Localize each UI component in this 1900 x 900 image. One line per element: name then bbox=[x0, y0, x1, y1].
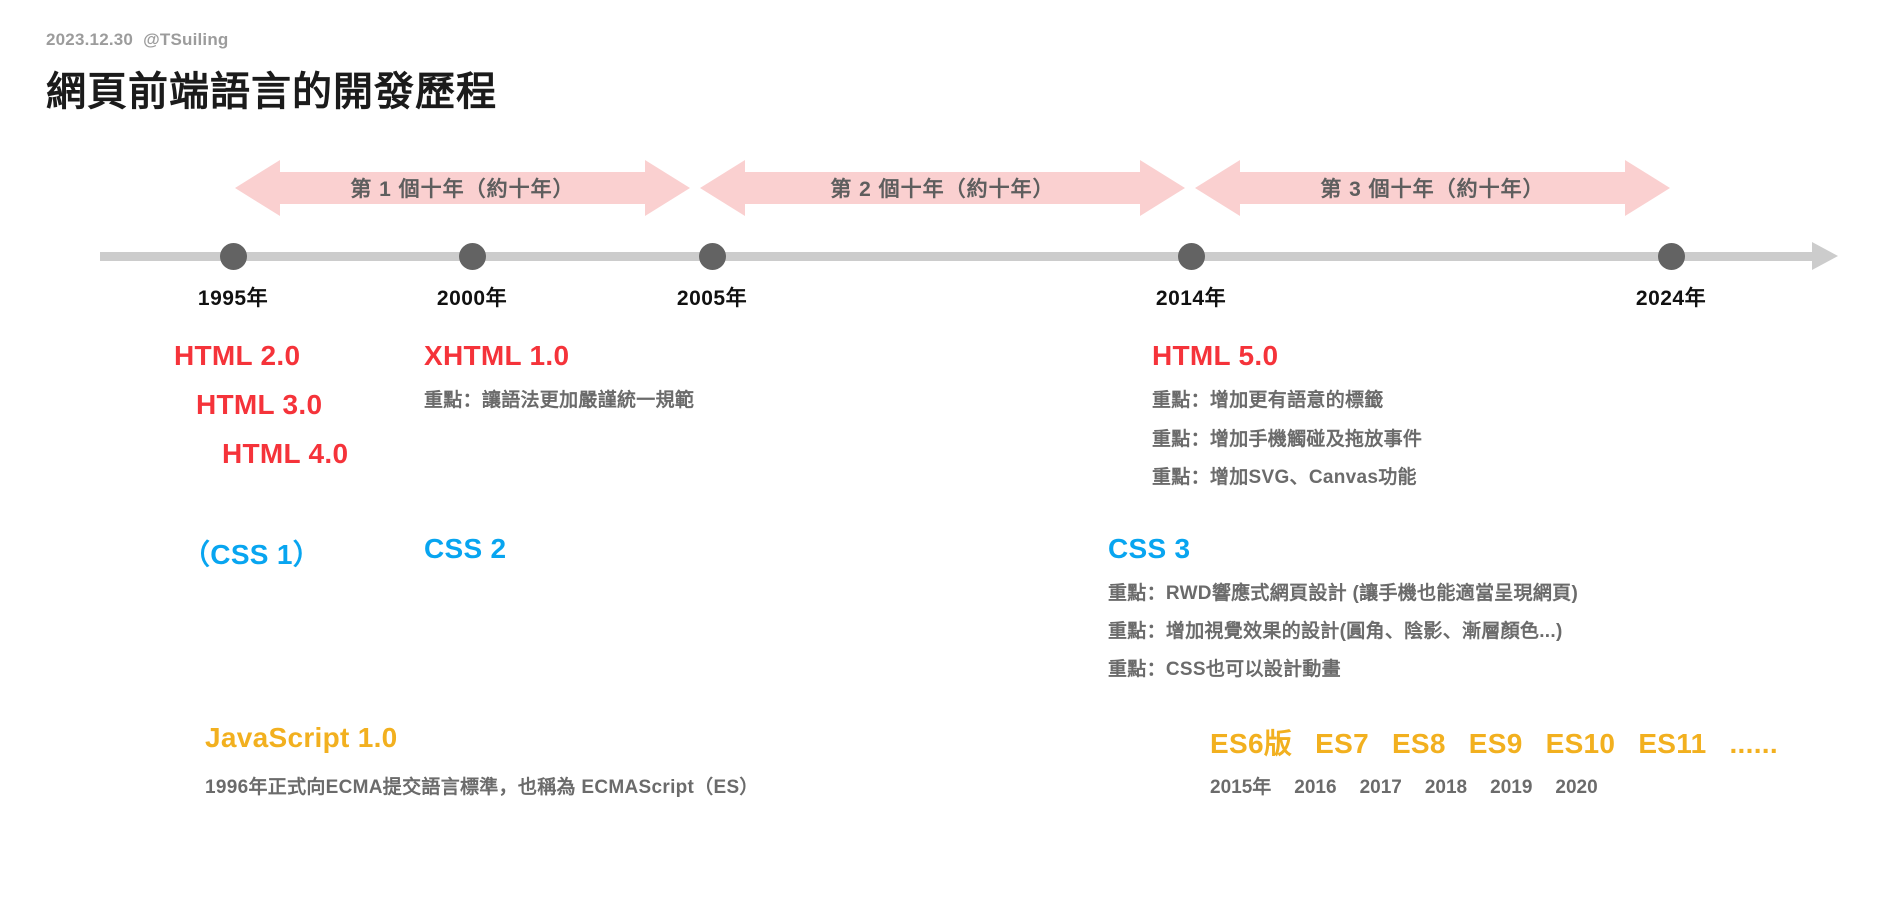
year-label-2024: 2024年 bbox=[1635, 287, 1707, 310]
es-year-2: 2017 bbox=[1359, 777, 1402, 798]
timeline-dot-2000 bbox=[459, 243, 486, 270]
decade-label-2: 第 2 個十年（約十年） bbox=[830, 178, 1055, 201]
es-year-1: 2016 bbox=[1294, 777, 1337, 798]
es-version-1: ES7 bbox=[1315, 728, 1369, 759]
timeline-dot-2024 bbox=[1658, 243, 1685, 270]
html-2-title: HTML 2.0 bbox=[174, 340, 301, 371]
year-label-2005: 2005年 bbox=[676, 287, 748, 310]
byline: 2023.12.30 @TSuiling bbox=[46, 30, 497, 50]
timeline-axis-line bbox=[100, 252, 1815, 261]
timeline-axis-arrowhead-icon bbox=[1812, 242, 1838, 270]
css-3-note-2: 重點：增加視覺效果的設計(圓角、陰影、漸層顏色...) bbox=[1108, 621, 1563, 642]
css-1-title: （CSS 1） bbox=[182, 539, 322, 570]
es-version-5: ES11 bbox=[1638, 728, 1707, 759]
decade-arrow-1: 第 1 個十年（約十年） bbox=[235, 160, 690, 216]
decade-arrow-2: 第 2 個十年（約十年） bbox=[700, 160, 1185, 216]
html-3-title: HTML 3.0 bbox=[196, 389, 323, 420]
es-year-0: 2015年 bbox=[1210, 777, 1272, 798]
decade-arrow-shape-3 bbox=[1195, 160, 1670, 216]
css-2-title: CSS 2 bbox=[424, 533, 507, 564]
year-label-2014: 2014年 bbox=[1155, 287, 1227, 310]
timeline-dot-2005 bbox=[699, 243, 726, 270]
header: 2023.12.30 @TSuiling 網頁前端語言的開發歷程 bbox=[46, 30, 497, 117]
html-5-title: HTML 5.0 bbox=[1152, 340, 1279, 371]
css-3-note-1: 重點：RWD響應式網頁設計 (讓手機也能適當呈現網頁) bbox=[1108, 583, 1579, 604]
es-year-3: 2018 bbox=[1424, 777, 1468, 798]
year-label-1995: 1995年 bbox=[197, 287, 269, 310]
decade-label-1: 第 1 個十年（約十年） bbox=[350, 178, 575, 201]
byline-author: @TSuiling bbox=[143, 30, 229, 49]
html-5-note-3: 重點：增加SVG、Canvas功能 bbox=[1152, 467, 1417, 488]
decade-label-3: 第 3 個十年（約十年） bbox=[1320, 178, 1545, 201]
es-year-labels: 2015年 2016 2017 2018 2019 2020 bbox=[1210, 772, 1778, 799]
css-3-note-3: 重點：CSS也可以設計動畫 bbox=[1108, 659, 1341, 680]
es-version-0: ES6版 bbox=[1210, 728, 1293, 759]
decade-arrows-svg bbox=[235, 160, 1670, 216]
javascript-title: JavaScript 1.0 bbox=[205, 722, 398, 753]
timeline-dot-2014 bbox=[1178, 243, 1205, 270]
es-year-4: 2019 bbox=[1490, 777, 1533, 798]
page-title: 網頁前端語言的開發歷程 bbox=[46, 70, 497, 114]
es-version-4: ES10 bbox=[1545, 728, 1616, 759]
es-version-3: ES9 bbox=[1468, 728, 1523, 759]
es-version-2: ES8 bbox=[1391, 728, 1446, 759]
css-3-title: CSS 3 bbox=[1108, 533, 1191, 564]
xhtml-title: XHTML 1.0 bbox=[424, 340, 570, 371]
es-version-ellipsis: ...... bbox=[1729, 728, 1778, 759]
xhtml-note: 重點：讓語法更加嚴謹統一規範 bbox=[424, 390, 695, 411]
decade-arrow-shape-1 bbox=[235, 160, 690, 216]
html-4-title: HTML 4.0 bbox=[222, 438, 349, 469]
timeline-dot-1995 bbox=[220, 243, 247, 270]
es-version-labels: ES6版 ES7 ES8 ES9 ES10 ES11 ...... bbox=[1210, 722, 1778, 762]
html-5-note-2: 重點：增加手機觸碰及拖放事件 bbox=[1152, 429, 1423, 450]
year-label-2000: 2000年 bbox=[436, 287, 508, 310]
decade-band: 第 1 個十年（約十年） 第 2 個十年（約十年） 第 3 個十年（約十年） bbox=[0, 160, 1900, 220]
decade-arrow-3: 第 3 個十年（約十年） bbox=[1195, 160, 1670, 216]
es-versions-group: ES6版 ES7 ES8 ES9 ES10 ES11 ...... 2015年 … bbox=[1210, 722, 1778, 799]
html-5-note-1: 重點：增加更有語意的標籤 bbox=[1152, 390, 1384, 411]
javascript-note: 1996年正式向ECMA提交語言標準，也稱為 ECMAScript（ES） bbox=[205, 777, 759, 798]
decade-arrow-shape-2 bbox=[700, 160, 1185, 216]
es-year-5: 2020 bbox=[1555, 777, 1598, 798]
byline-date: 2023.12.30 bbox=[46, 30, 134, 49]
